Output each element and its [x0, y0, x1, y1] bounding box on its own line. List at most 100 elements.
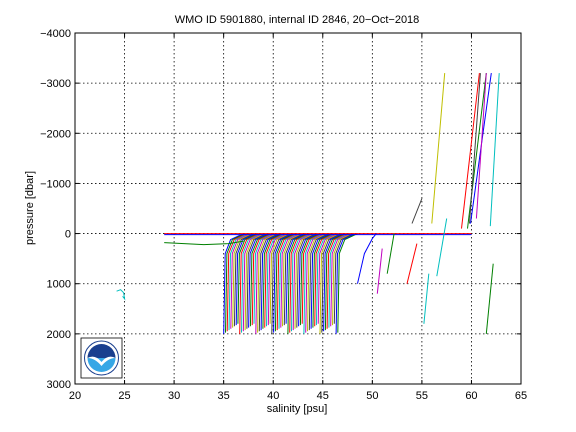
series-line [485, 263, 494, 334]
profile-line [315, 233, 337, 326]
x-axis-title: salinity [psu] [267, 403, 328, 415]
series-line [461, 73, 480, 229]
profile-line [264, 233, 285, 328]
x-tick-label: 20 [69, 390, 81, 402]
data-layer [116, 73, 500, 334]
x-tick-label: 45 [317, 390, 329, 402]
profile-line [273, 233, 294, 333]
profile-line [317, 233, 339, 324]
series-line [164, 240, 244, 246]
profile-line [251, 233, 273, 326]
profile-line [248, 233, 269, 328]
profile-line [326, 233, 348, 329]
plot-frame [74, 32, 522, 385]
profile-line [232, 233, 253, 328]
profile-line [289, 233, 310, 333]
profile-line [337, 233, 358, 333]
y-tick-label: 2000 [47, 329, 71, 341]
x-tick-label: 25 [118, 390, 130, 402]
profile-line [335, 233, 357, 334]
profile-line [310, 233, 332, 329]
y-tick-label: −3000 [40, 78, 71, 90]
profile-line [269, 233, 291, 324]
chart-title: WMO ID 5901880, internal ID 2846, 20−Oct… [175, 14, 420, 26]
y-tick-label: −2000 [40, 128, 71, 140]
profile-line [228, 233, 250, 331]
profile-line [260, 233, 282, 331]
profile-line [312, 233, 333, 328]
x-tick-label: 65 [515, 390, 527, 402]
profile-line [271, 233, 292, 334]
profile-line [323, 233, 344, 332]
profile-line [307, 233, 328, 332]
profile-line [299, 233, 321, 326]
x-tick-label: 40 [267, 390, 279, 402]
profile-line [305, 233, 326, 333]
series-line [406, 243, 418, 284]
profile-line [314, 233, 335, 327]
y-tick-label: −4000 [40, 28, 71, 40]
x-tick-label: 35 [218, 390, 230, 402]
series-line [116, 289, 126, 301]
series-line [475, 73, 487, 219]
profile-line [241, 233, 262, 333]
profile-line [223, 233, 244, 334]
series-line [357, 233, 377, 284]
profile-line [301, 233, 323, 324]
profile-line [283, 233, 305, 326]
noaa-logo [80, 337, 123, 379]
profile-line [280, 233, 301, 328]
profile-line [330, 233, 351, 327]
series-line [411, 198, 423, 224]
profile-line [328, 233, 349, 328]
profile-line [225, 233, 246, 333]
x-tick-label: 30 [168, 390, 180, 402]
profile-line [226, 233, 248, 332]
logo-top-half [87, 344, 116, 358]
profile-line [244, 233, 266, 331]
profile-line [296, 233, 317, 328]
profile-line [285, 233, 307, 324]
profile-line [258, 233, 280, 332]
y-tick-label: 3000 [47, 379, 71, 391]
profile-line [308, 233, 330, 331]
x-tick-label: 50 [366, 390, 378, 402]
profile-line [276, 233, 298, 331]
series-line [436, 218, 448, 277]
y-tick-label: 0 [65, 229, 71, 241]
y-axis-title: pressure [dbar] [24, 171, 36, 245]
y-tick-label: −1000 [40, 178, 71, 190]
profile-line [246, 233, 267, 329]
profile-line [278, 233, 300, 329]
profile-line [287, 233, 308, 334]
profile-line [253, 233, 275, 324]
profile-line [233, 233, 255, 327]
profile-line [262, 233, 283, 329]
profile-line [267, 233, 289, 326]
series-line [386, 233, 395, 274]
profile-line [332, 233, 353, 326]
profile-line [321, 233, 342, 333]
profile-line [282, 233, 303, 327]
x-tick-label: 55 [416, 390, 428, 402]
profile-line [266, 233, 287, 327]
y-tick-label: 1000 [47, 279, 71, 291]
series-line [376, 248, 383, 294]
profile-line [319, 233, 341, 334]
profile-line [303, 233, 325, 334]
profile-line [291, 233, 312, 332]
series-line [431, 73, 446, 224]
profile-line [294, 233, 316, 329]
profile-line [257, 233, 278, 333]
profile-line [249, 233, 271, 327]
series-line [469, 73, 481, 224]
x-tick-label: 60 [465, 390, 477, 402]
profile-line [324, 233, 346, 331]
profile-line [255, 233, 276, 334]
profile-line [298, 233, 319, 327]
series-line [489, 73, 500, 227]
profile-line [292, 233, 314, 331]
profile-line [239, 233, 260, 334]
profile-line [237, 233, 259, 324]
